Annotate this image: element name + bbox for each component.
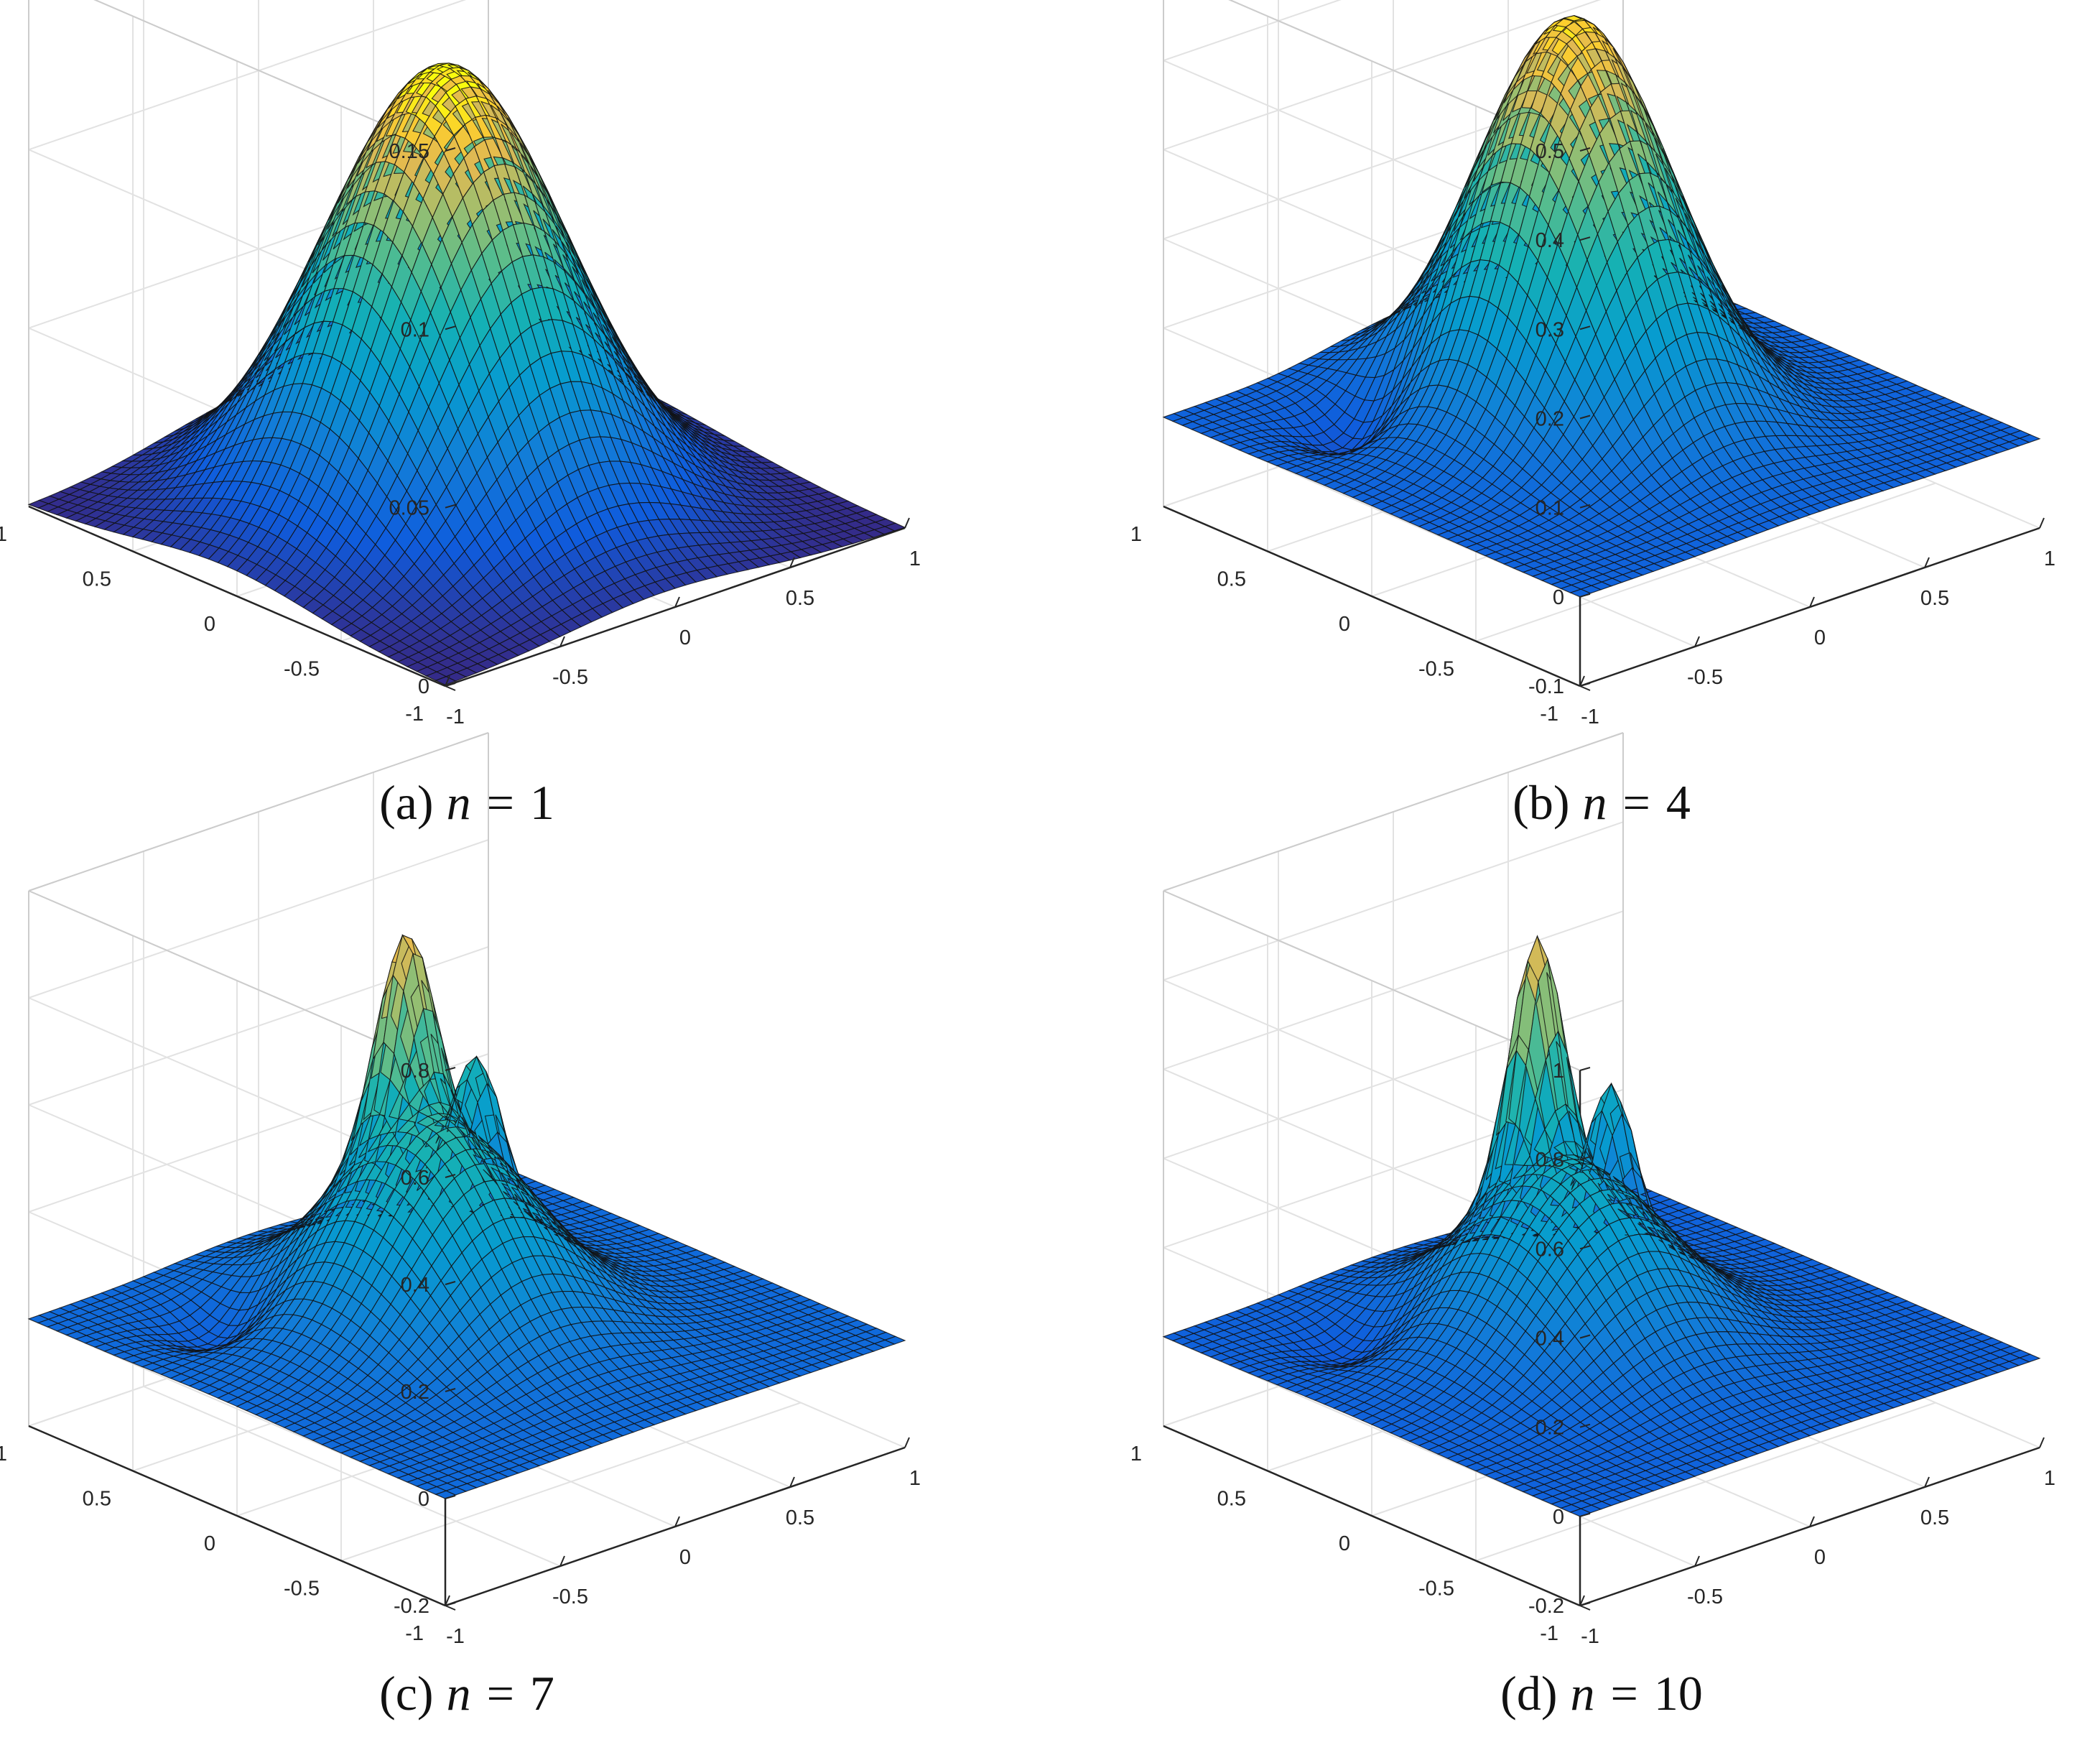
y-tick (1372, 596, 1382, 601)
caption-a: (a) n = 1 (379, 775, 554, 830)
y-tick-label: 0 (204, 613, 215, 636)
y-tick-label: 0.5 (1217, 568, 1246, 591)
x-tick-label: -1 (446, 705, 465, 728)
x-tick-label: 0.5 (1920, 587, 1949, 610)
y-tick-label: -1 (1540, 703, 1558, 726)
z-tick-label: 0.2 (1535, 408, 1564, 431)
caption-value: 1 (530, 775, 554, 830)
caption-b: (b)n = 4 (1513, 775, 1691, 830)
z-tick-label: -0.1 (1528, 675, 1564, 698)
y-tick-label: 1 (1130, 523, 1142, 546)
caption-equals: = (487, 775, 514, 830)
y-tick (445, 686, 455, 690)
y-tick-label: -1 (405, 703, 424, 726)
y-tick (1268, 552, 1278, 556)
z-tick-label: 0.1 (401, 318, 429, 341)
x-tick (2040, 518, 2044, 528)
y-tick-label: -0.5 (284, 658, 320, 681)
y-tick-label: -0.5 (1418, 658, 1454, 681)
surface-c (29, 935, 905, 1499)
y-tick (1476, 642, 1486, 646)
caption-variable: n (1582, 775, 1607, 830)
z-tick-label: 0.15 (389, 140, 429, 163)
x-tick-label: 0 (679, 626, 691, 649)
caption-variable: n (447, 775, 471, 830)
caption-value: 4 (1666, 775, 1691, 830)
surface-a (29, 63, 905, 685)
z-tick-label: 0.1 (1535, 497, 1564, 520)
x-tick-label: -0.5 (1687, 666, 1723, 689)
z-tick-label: 0.3 (1535, 318, 1564, 341)
caption-label: (b) (1513, 775, 1569, 830)
subplot-c: -0.200.20.40.60.8-1-0.500.51-1-0.500.51(… (0, 733, 921, 1721)
surface-b (1163, 16, 2040, 597)
caption-equals: = (1622, 775, 1650, 830)
y-tick-label: 0.5 (83, 568, 111, 591)
y-tick-label: 1 (0, 523, 7, 546)
x-tick (905, 518, 909, 528)
subplot-b: -0.1 0 0.1 0.2 0.3 0.4 0.5 -1 -0.5 0 0.5 1 -1 -0.5 0 0.… (1130, 0, 2055, 830)
caption-label: (a) (379, 775, 433, 830)
y-tick (1163, 506, 1174, 511)
x-tick-label: 0 (1814, 626, 1826, 649)
x-tick-label: 1 (909, 547, 921, 570)
z-tick-label: 0.05 (389, 497, 429, 520)
z-tick-label: 0 (1553, 586, 1564, 609)
y-tick (1580, 686, 1590, 690)
y-tick-label: 0 (1339, 613, 1350, 636)
x-tick-label: 1 (2044, 547, 2055, 570)
z-tick-label: 0 (418, 675, 429, 698)
x-tick-label: 0.5 (786, 587, 814, 610)
z-tick-label: 0.4 (1535, 229, 1564, 252)
y-tick (237, 596, 247, 601)
x-tick-label: -1 (1581, 705, 1599, 728)
z-tick-label: 0.5 (1535, 140, 1564, 163)
y-tick (133, 552, 143, 556)
y-tick (341, 642, 351, 646)
subplot-a: 0 0.05 0.1 0.15 -1 -0.5 0 0.5 1 -1 -0.5 0 0.5 1 (a) n = 1 (0, 0, 921, 830)
x-tick-label: -0.5 (552, 666, 588, 689)
